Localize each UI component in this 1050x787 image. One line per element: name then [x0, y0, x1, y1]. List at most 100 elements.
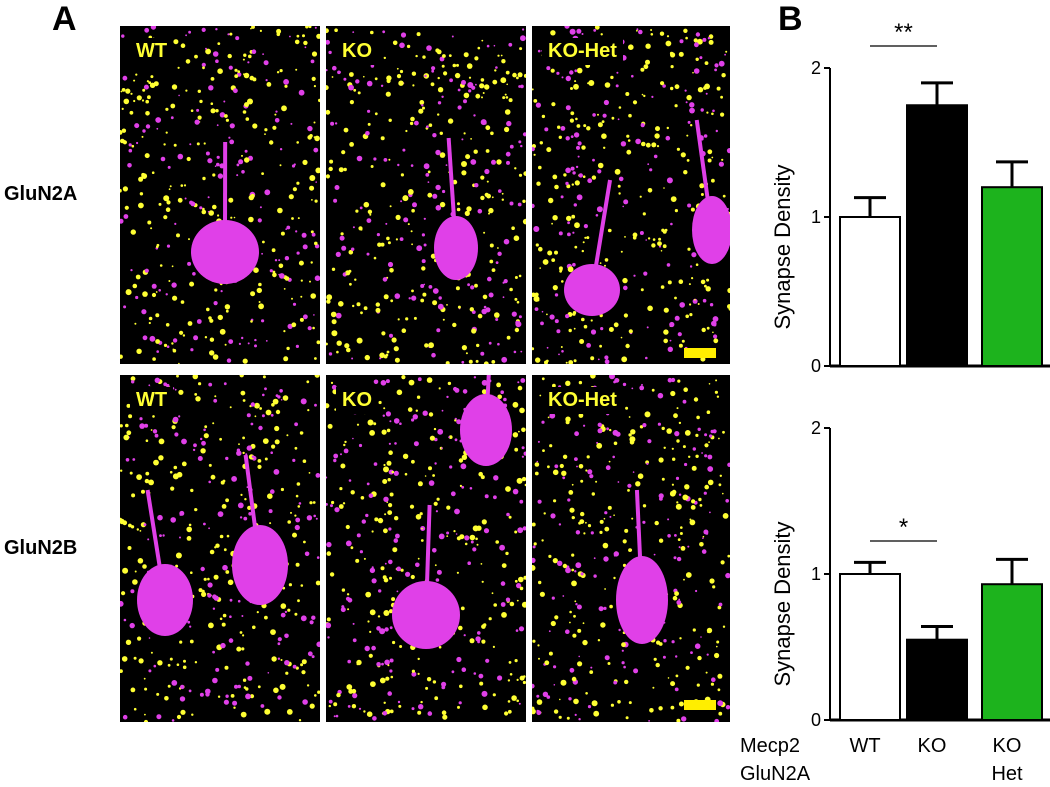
puncta — [250, 320, 253, 323]
puncta — [521, 427, 526, 433]
puncta — [296, 141, 299, 144]
puncta — [311, 615, 316, 620]
puncta — [474, 56, 479, 61]
puncta — [223, 699, 229, 705]
puncta — [461, 360, 465, 364]
puncta — [503, 279, 508, 284]
puncta — [387, 664, 390, 667]
puncta — [628, 416, 631, 418]
puncta — [326, 403, 330, 409]
puncta — [147, 95, 151, 100]
puncta — [426, 45, 432, 51]
puncta — [683, 578, 685, 581]
puncta — [294, 514, 297, 517]
puncta — [143, 84, 149, 90]
puncta — [279, 69, 283, 73]
puncta — [305, 26, 309, 29]
puncta — [689, 107, 695, 114]
puncta — [203, 522, 206, 526]
puncta — [725, 572, 730, 579]
puncta — [676, 556, 682, 562]
puncta — [711, 156, 714, 159]
puncta — [574, 222, 580, 229]
puncta — [421, 259, 426, 264]
puncta — [690, 651, 693, 654]
puncta — [567, 232, 571, 237]
puncta — [311, 655, 315, 659]
puncta — [607, 662, 611, 665]
puncta — [581, 249, 584, 253]
scale-bar — [684, 348, 716, 358]
puncta — [590, 666, 593, 669]
puncta — [486, 44, 490, 48]
puncta — [390, 675, 394, 679]
puncta — [604, 359, 610, 364]
puncta — [144, 268, 149, 273]
puncta — [242, 399, 246, 402]
puncta — [669, 51, 674, 56]
puncta — [485, 149, 490, 153]
puncta — [441, 409, 444, 412]
puncta — [617, 184, 621, 188]
puncta — [401, 375, 406, 380]
puncta — [135, 274, 141, 280]
puncta — [130, 269, 133, 272]
puncta — [693, 68, 700, 74]
puncta — [432, 133, 437, 138]
puncta — [338, 167, 344, 173]
puncta — [485, 658, 490, 663]
puncta — [148, 637, 151, 639]
puncta — [376, 233, 380, 237]
puncta — [469, 534, 476, 541]
puncta — [552, 215, 558, 221]
puncta — [506, 120, 512, 127]
puncta — [186, 526, 192, 533]
puncta — [716, 86, 721, 91]
puncta — [248, 216, 254, 223]
puncta — [516, 678, 519, 681]
puncta — [240, 493, 243, 496]
puncta — [512, 432, 519, 438]
puncta — [547, 250, 553, 256]
puncta — [300, 295, 303, 298]
puncta — [217, 695, 221, 698]
puncta — [667, 280, 672, 285]
puncta — [431, 66, 436, 71]
puncta — [144, 713, 146, 716]
puncta — [655, 126, 660, 132]
puncta — [136, 528, 139, 531]
puncta — [210, 77, 215, 81]
puncta — [642, 423, 647, 428]
puncta — [695, 433, 699, 437]
puncta — [503, 397, 507, 402]
puncta — [572, 231, 575, 234]
puncta — [577, 628, 582, 633]
puncta — [702, 298, 707, 303]
puncta — [187, 261, 192, 266]
puncta — [522, 680, 526, 685]
puncta — [261, 319, 265, 323]
puncta — [427, 192, 433, 198]
puncta — [217, 68, 223, 74]
puncta — [553, 665, 557, 669]
puncta — [488, 617, 492, 621]
puncta — [435, 48, 440, 53]
puncta — [396, 566, 402, 572]
puncta — [326, 342, 328, 346]
puncta — [501, 198, 504, 201]
puncta — [450, 491, 456, 497]
puncta — [453, 530, 456, 533]
puncta — [718, 483, 722, 487]
puncta — [532, 565, 536, 571]
puncta — [678, 343, 683, 348]
puncta — [675, 476, 680, 480]
puncta — [187, 620, 191, 624]
puncta — [343, 77, 347, 81]
puncta — [389, 205, 392, 208]
puncta — [208, 463, 212, 467]
puncta — [717, 673, 723, 679]
puncta — [215, 543, 220, 548]
puncta — [622, 539, 627, 544]
puncta — [614, 378, 620, 383]
puncta — [128, 148, 133, 153]
